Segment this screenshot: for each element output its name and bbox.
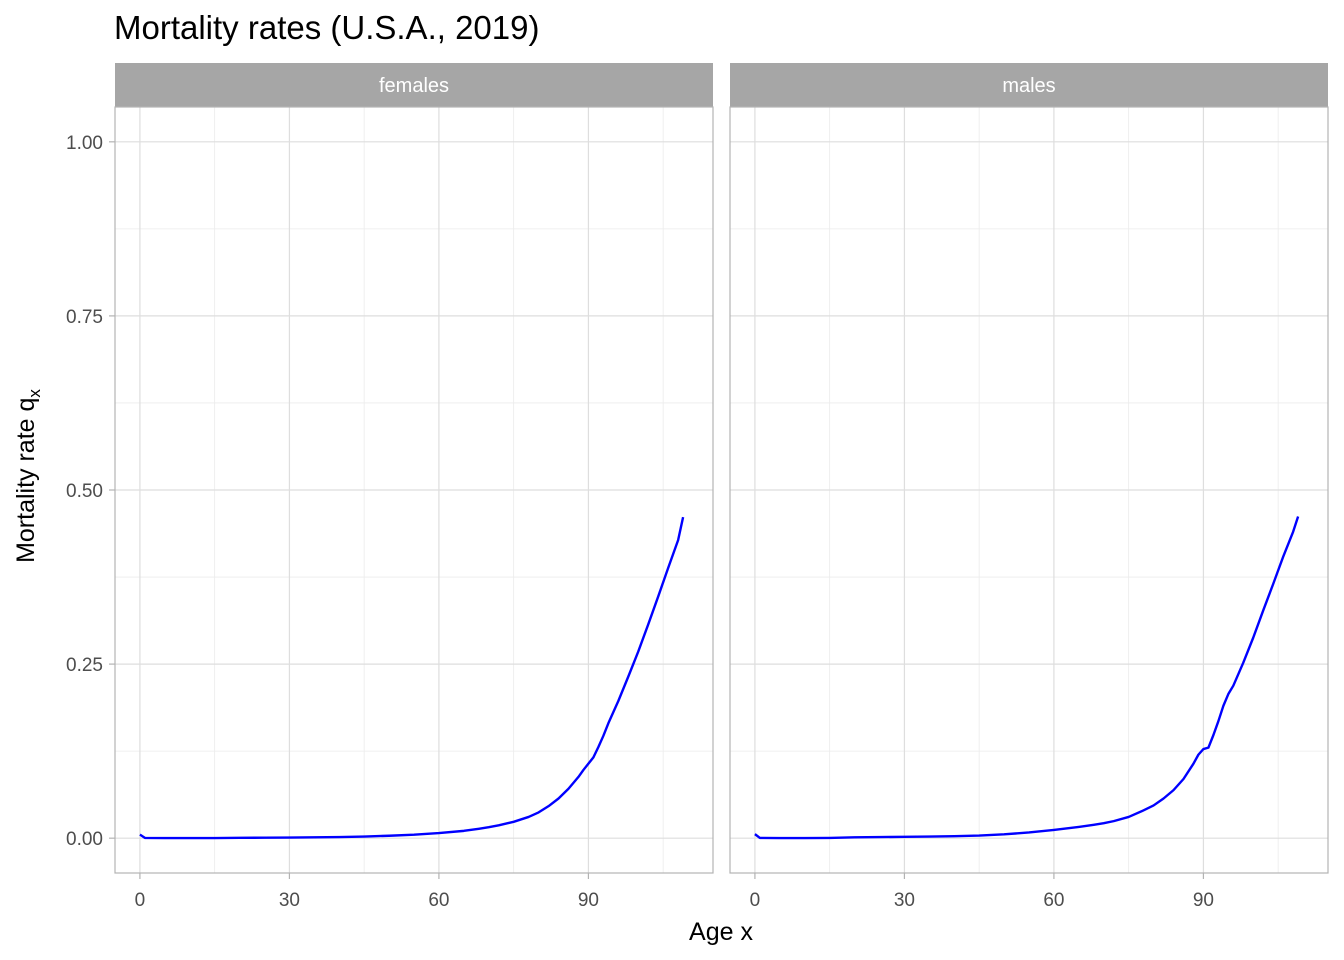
facet-strip <box>115 63 713 107</box>
y-tick-label: 0.50 <box>66 481 103 502</box>
y-axis-label: Mortality rate qx <box>12 389 44 563</box>
facet-panels: females 0 30 60 90 0.00 0.25 0.50 0.75 1.00 males 0… <box>66 63 1329 911</box>
mortality-line-females <box>139 516 685 840</box>
x-axis-label: Age x <box>689 918 753 946</box>
x-tick-label: 30 <box>894 890 915 911</box>
y-tick-label: 0.25 <box>66 655 103 676</box>
x-tick-label: 30 <box>279 890 300 911</box>
x-tick-label: 90 <box>578 890 599 911</box>
y-axis-label-subscript: x <box>25 389 44 398</box>
chart-title: Mortality rates (U.S.A., 2019) <box>114 9 539 46</box>
facet-panel-females: females 0 30 60 90 0.00 0.25 0.50 0.75 1.00 <box>66 63 714 911</box>
facet-strip-label: females <box>379 75 449 97</box>
panel-border <box>729 106 1329 874</box>
y-axis-label-main: Mortality rate q <box>12 398 40 563</box>
y-tick-label: 0.00 <box>66 829 103 850</box>
y-tick-label: 1.00 <box>66 133 103 154</box>
x-tick-label: 90 <box>1193 890 1214 911</box>
facet-strip-label: males <box>1002 75 1055 97</box>
facet-panel-males: males 0 30 60 90 <box>729 63 1329 911</box>
y-axis-label-group: Mortality rate qx <box>12 389 44 563</box>
y-tick-label: 0.75 <box>66 307 103 328</box>
x-tick-label: 60 <box>428 890 449 911</box>
mortality-line-males <box>754 516 1300 840</box>
facet-strip <box>730 63 1328 107</box>
x-tick-label: 0 <box>750 890 761 911</box>
x-tick-label: 0 <box>135 890 146 911</box>
x-tick-label: 60 <box>1043 890 1064 911</box>
